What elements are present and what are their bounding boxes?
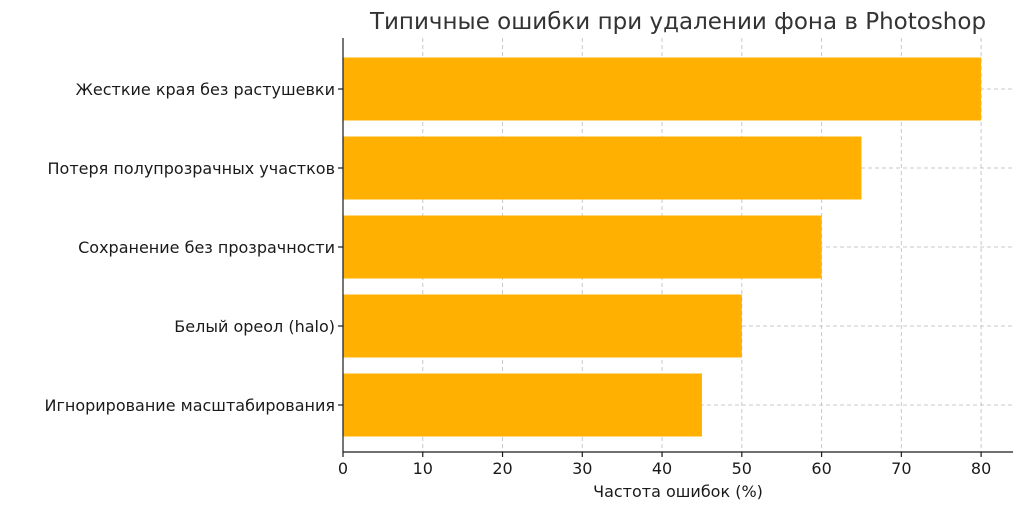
category-label-0: Жесткие края без растушевки: [76, 80, 335, 99]
x-tick-label-70: 70: [891, 459, 911, 478]
x-tick-label-60: 60: [811, 459, 831, 478]
bar-1: [343, 136, 862, 200]
x-tick-label-80: 80: [971, 459, 991, 478]
x-tick-label-0: 0: [338, 459, 348, 478]
category-label-3: Белый ореол (halo): [174, 317, 335, 336]
axes-layer: [338, 38, 1013, 457]
bars-layer: [343, 57, 982, 437]
bar-3: [343, 294, 742, 358]
chart-title: Типичные ошибки при удалении фона в Phot…: [369, 9, 986, 35]
x-tick-label-40: 40: [652, 459, 672, 478]
x-tick-label-30: 30: [572, 459, 592, 478]
x-axis-label: Частота ошибок (%): [593, 482, 763, 501]
category-label-1: Потеря полупрозрачных участков: [48, 159, 336, 178]
category-label-2: Сохранение без прозрачности: [78, 238, 335, 257]
x-tick-label-10: 10: [413, 459, 433, 478]
bar-4: [343, 373, 702, 437]
x-tick-label-20: 20: [492, 459, 512, 478]
bar-2: [343, 215, 822, 279]
labels-layer: 0 10 20 30 40 50 60 70 80 Жесткие края без растуш…: [44, 80, 991, 478]
bar-0: [343, 57, 982, 121]
category-label-4: Игнорирование масштабирования: [44, 396, 335, 415]
x-tick-label-50: 50: [732, 459, 752, 478]
